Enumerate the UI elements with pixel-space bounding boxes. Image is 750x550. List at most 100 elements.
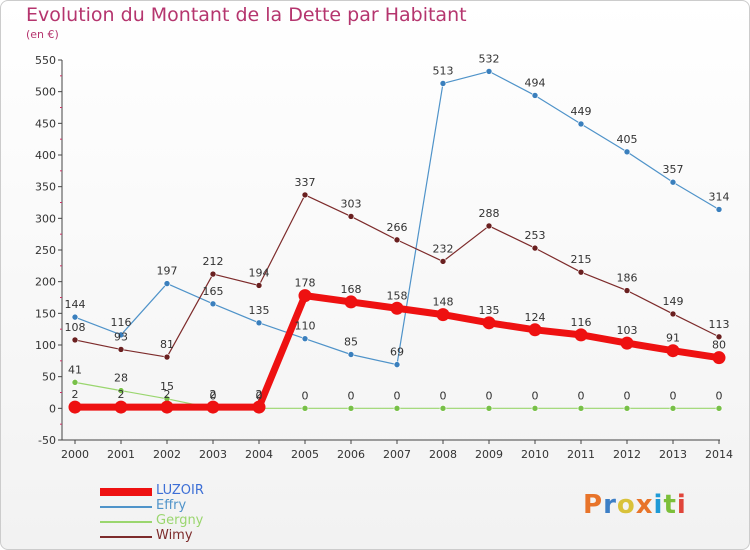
data-label-gergny: 0 (256, 389, 263, 402)
data-label-wimy: 81 (160, 338, 174, 351)
series-point-wimy (163, 353, 171, 361)
data-label-gergny: 28 (114, 372, 128, 385)
x-tick-label: 2011 (567, 448, 595, 461)
series-point-gergny (393, 405, 401, 412)
x-tick-label: 2006 (337, 448, 365, 461)
series-point-effry (577, 120, 585, 128)
data-label-wimy: 194 (249, 266, 270, 279)
y-tick-label: 250 (35, 244, 56, 257)
series-point-luzoir (482, 316, 496, 330)
logo-letter: i (653, 490, 664, 520)
series-point-effry (209, 300, 217, 308)
series-point-gergny (301, 405, 309, 412)
series-point-luzoir (114, 400, 128, 414)
legend-label: Effry (156, 498, 187, 513)
proxiti-logo: Proxiti (583, 490, 687, 520)
data-label-wimy: 212 (203, 255, 224, 268)
legend-swatch (100, 521, 152, 523)
data-label-wimy: 186 (617, 272, 638, 285)
series-point-wimy (485, 222, 493, 230)
data-label-luzoir: 2 (164, 388, 171, 401)
data-label-gergny: 41 (68, 363, 82, 376)
legend-swatch (100, 536, 152, 538)
series-point-effry (255, 319, 263, 327)
series-point-wimy (117, 346, 125, 353)
y-tick-label: 400 (35, 149, 56, 162)
data-label-effry: 405 (617, 133, 638, 146)
data-label-gergny: 0 (440, 389, 447, 402)
data-label-effry: 135 (249, 304, 270, 317)
data-label-luzoir: 124 (525, 311, 546, 324)
y-tick-label: 500 (35, 86, 56, 99)
data-label-gergny: 0 (670, 389, 677, 402)
series-point-gergny (531, 405, 539, 412)
data-label-effry: 165 (203, 285, 224, 298)
data-label-wimy: 149 (663, 295, 684, 308)
series-line-effry (74, 70, 720, 366)
series-point-luzoir (252, 400, 266, 414)
series-point-effry (485, 68, 493, 75)
x-tick-label: 2012 (613, 448, 641, 461)
x-tick-label: 2004 (245, 448, 273, 461)
data-label-gergny: 0 (716, 389, 723, 402)
x-tick-label: 2014 (705, 448, 733, 461)
data-label-effry: 116 (111, 316, 132, 329)
series-point-wimy (301, 191, 309, 199)
data-label-effry: 494 (525, 76, 546, 89)
y-tick-label: 100 (35, 339, 56, 352)
series-point-effry (393, 361, 401, 368)
y-tick-label: 450 (35, 117, 56, 130)
data-label-wimy: 337 (295, 176, 316, 189)
series-point-effry (71, 313, 79, 321)
data-label-luzoir: 91 (666, 332, 680, 345)
series-point-wimy (577, 268, 585, 276)
data-label-gergny: 0 (624, 389, 631, 402)
series-point-wimy (209, 270, 217, 278)
data-label-luzoir: 158 (387, 289, 408, 302)
series-point-effry (531, 92, 539, 99)
series-point-effry (715, 206, 723, 213)
data-label-wimy: 266 (387, 221, 408, 234)
data-label-luzoir: 2 (118, 388, 125, 401)
series-point-gergny (669, 405, 677, 412)
axes: -500501001502002503003504004505005502000… (35, 54, 733, 461)
series-point-effry (117, 331, 125, 339)
x-tick-label: 2005 (291, 448, 319, 461)
legend-label: Gergny (156, 513, 204, 528)
data-label-gergny: 0 (578, 389, 585, 402)
data-label-wimy: 93 (114, 330, 128, 343)
series-point-luzoir (666, 344, 680, 358)
series-point-effry (623, 148, 631, 156)
y-tick-label: 300 (35, 212, 56, 225)
series-point-gergny (347, 405, 355, 412)
series-point-wimy (623, 287, 631, 294)
data-label-gergny: 0 (486, 389, 493, 402)
series-point-luzoir (160, 400, 174, 414)
y-tick-label: -50 (38, 434, 56, 447)
x-tick-label: 2010 (521, 448, 549, 461)
data-label-effry: 197 (157, 265, 178, 278)
x-tick-label: 2013 (659, 448, 687, 461)
series-point-luzoir (206, 400, 220, 414)
series-point-gergny (485, 405, 493, 412)
series-point-wimy (439, 258, 447, 265)
data-label-luzoir: 168 (341, 283, 362, 296)
data-label-luzoir: 178 (295, 277, 316, 290)
logo-letter: o (616, 490, 636, 520)
series-point-wimy (531, 244, 539, 252)
data-label-luzoir: 135 (479, 304, 500, 317)
data-label-luzoir: 148 (433, 296, 454, 309)
series-point-luzoir (390, 301, 404, 315)
series-point-wimy (669, 310, 677, 318)
series-point-luzoir (528, 323, 542, 337)
legend-swatch (100, 488, 152, 496)
data-label-luzoir: 103 (617, 324, 638, 337)
x-tick-label: 2008 (429, 448, 457, 461)
logo-letter: r (603, 490, 617, 520)
logo-letter: x (635, 490, 654, 520)
y-tick-label: 50 (42, 371, 56, 384)
data-label-wimy: 215 (571, 253, 592, 266)
data-label-effry: 357 (663, 163, 684, 176)
data-label-effry: 110 (295, 320, 316, 333)
